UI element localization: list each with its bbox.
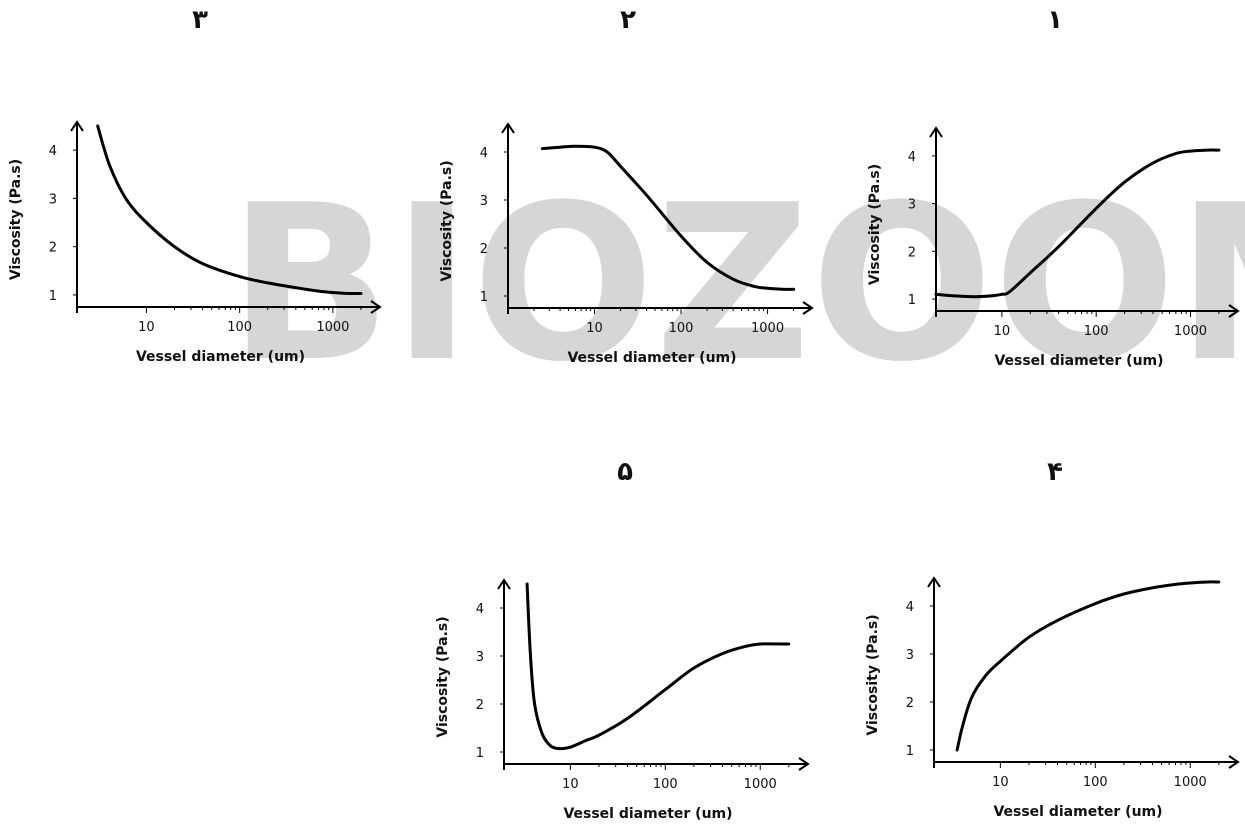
x-tick-label: 100: [1083, 775, 1108, 790]
y-axis-title: Viscosity (Pa.s): [8, 159, 24, 280]
y-tick-label: 2: [476, 698, 484, 713]
series-line-1: [955, 580, 1221, 752]
chart-panel-5: ۵ 10 100 1000 1 2 3 4 Vessel diameter (um) Viscos…: [435, 457, 810, 822]
y-tick-label: 3: [908, 198, 916, 213]
x-tick-label: 100: [669, 321, 694, 336]
x-tick-label: 100: [653, 777, 678, 792]
watermark-text: BIOZOOM: [228, 158, 1245, 409]
chart-panel-3: ۳ 10 100 1000 1 2 3 4 Vessel diameter (um) Viscos…: [8, 5, 382, 365]
x-tick-label: 1000: [1174, 775, 1207, 790]
y-tick-label: 4: [906, 600, 914, 615]
y-tick-label: 1: [908, 293, 916, 308]
x-axis-title: Vessel diameter (um): [994, 353, 1163, 369]
x-tick-label: 10: [138, 320, 155, 335]
x-tick-label: 1000: [744, 777, 777, 792]
x-tick-label: 1000: [316, 320, 349, 335]
series-line-1: [96, 124, 363, 296]
x-tick-label: 1000: [1174, 324, 1207, 339]
x-tick-label: 100: [227, 320, 252, 335]
x-tick-label: 10: [586, 321, 603, 336]
y-tick-label: 1: [49, 289, 57, 304]
y-tick-label: 3: [906, 648, 914, 663]
y-tick-label: 2: [480, 242, 488, 257]
y-axis-arrowhead: [929, 126, 943, 138]
y-tick-label: 3: [49, 192, 57, 207]
panel-label: ۳: [192, 5, 208, 35]
y-axis-title: Viscosity (Pa.s): [439, 160, 455, 281]
y-tick-label: 3: [476, 650, 484, 665]
y-tick-label: 1: [476, 746, 484, 761]
x-axis-arrowhead: [1228, 755, 1240, 769]
chart-panel-2: ۲ 10 100 1000 1 2 3 4 Vessel diameter (um) Viscos…: [439, 5, 814, 366]
y-axis-title: Viscosity (Pa.s): [865, 614, 881, 735]
y-tick-label: 2: [906, 696, 914, 711]
y-tick-label: 1: [480, 290, 488, 305]
panel-label: ۲: [620, 5, 636, 35]
x-tick-label: 10: [992, 775, 1009, 790]
x-tick-label: 100: [1084, 324, 1109, 339]
y-axis-arrowhead: [927, 576, 941, 588]
y-tick-label: 4: [480, 146, 488, 161]
x-axis-title: Vessel diameter (um): [136, 349, 305, 365]
y-axis-title: Viscosity (Pa.s): [435, 616, 451, 737]
watermark-logo: BIOZOOM: [228, 158, 1245, 409]
panel-label: ۵: [617, 457, 633, 487]
series-line-1: [934, 148, 1221, 299]
y-tick-label: 3: [480, 194, 488, 209]
chart-panel-1: ۱ 10 100 1000 1 2 3 4 Vessel diameter (um) Viscos…: [867, 5, 1240, 369]
y-tick-label: 4: [476, 602, 484, 617]
x-tick-label: 10: [994, 324, 1011, 339]
series-line-1: [540, 144, 796, 291]
y-axis-arrowhead: [501, 122, 515, 134]
y-tick-label: 4: [908, 150, 916, 165]
x-axis-title: Vessel diameter (um): [567, 350, 736, 366]
panel-label: ۱: [1047, 5, 1063, 35]
y-tick-label: 4: [49, 144, 57, 159]
y-tick-label: 1: [906, 744, 914, 759]
x-axis-title: Vessel diameter (um): [563, 806, 732, 822]
x-axis-arrowhead: [370, 300, 382, 314]
x-axis-title: Vessel diameter (um): [993, 804, 1162, 820]
y-axis-arrowhead: [497, 578, 511, 590]
panel-label: ۴: [1047, 457, 1063, 487]
chart-panel-4: ۴ 10 100 1000 1 2 3 4 Vessel diameter (um) Viscos…: [865, 457, 1240, 820]
x-tick-label: 1000: [751, 321, 784, 336]
y-tick-label: 2: [908, 245, 916, 260]
x-tick-label: 10: [562, 777, 579, 792]
y-tick-label: 2: [49, 241, 57, 256]
x-axis-arrowhead: [1228, 304, 1240, 318]
x-axis-arrowhead: [802, 301, 814, 315]
y-axis-arrowhead: [70, 120, 84, 132]
x-axis-arrowhead: [798, 757, 810, 771]
y-axis-title: Viscosity (Pa.s): [867, 164, 883, 285]
series-line-1: [525, 582, 791, 751]
